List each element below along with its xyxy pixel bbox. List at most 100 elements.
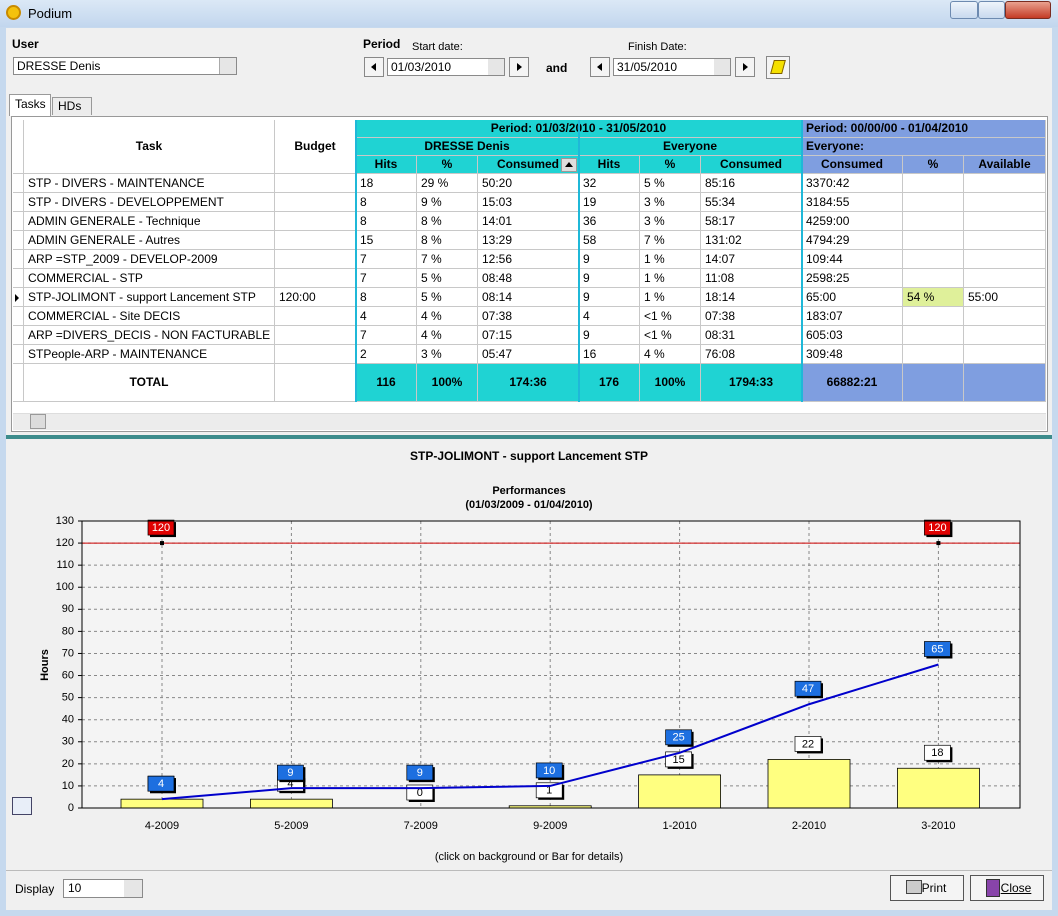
h-scrollbar[interactable] [13,413,1046,430]
tab-selected[interactable]: Tasks [9,94,51,116]
row-header [13,193,24,212]
line-label-text: 9 [417,767,423,779]
table-cell: 15 [356,231,417,250]
header-budget: Budget [275,120,356,174]
y-tick-label: 70 [62,647,74,659]
maximize-button[interactable] [978,1,1005,19]
date-field[interactable]: 31/05/2010 [613,58,731,76]
group-separator [801,120,803,402]
table-cell: <1 % [640,326,701,345]
table-cell: 7 [356,250,417,269]
dropdown-arrow[interactable] [124,880,142,897]
chart-options-icon[interactable] [12,797,32,815]
line [161,663,939,801]
table-cell [964,307,1046,326]
line-label-box [794,680,822,697]
table-cell: 183:07 [802,307,903,326]
table-cell: ADMIN GENERALE - Technique [24,212,275,231]
y-tick-label: 90 [62,603,74,615]
header-group: Everyone: [802,138,1046,156]
table-cell: 4 [356,307,417,326]
line-label: 9 [406,764,435,783]
close-button[interactable]: Close [970,875,1044,901]
table-cell: 76:08 [701,345,802,364]
column-header: % [640,156,701,174]
bar-label: 18 [924,744,953,763]
table-cell: 8 % [417,231,478,250]
table-cell [903,193,964,212]
table-cell [903,250,964,269]
line-label-box [535,762,563,779]
tab[interactable]: HDs [52,97,92,115]
table-cell [903,231,964,250]
table-cell: STP - DIVERS - DEVELOPPEMENT [24,193,275,212]
user-select[interactable]: DRESSE Denis [13,57,237,75]
line-label: 47 [794,680,823,699]
reference-label-box [147,519,175,536]
table-cell [903,212,964,231]
line-label-text: 9 [287,767,293,779]
bar [638,774,721,809]
table-cell [903,174,964,193]
reference-label-text: 120 [928,522,946,534]
display-select[interactable]: 10 [63,879,143,898]
table-cell: 7 [356,269,417,288]
close-window-button[interactable] [1005,1,1051,19]
y-tick-label: 10 [62,780,74,792]
table-cell: 4 % [640,345,701,364]
dropdown-arrow[interactable] [488,59,504,75]
table-cell: ARP =STP_2009 - DEVELOP-2009 [24,250,275,269]
table-cell: 11:08 [701,269,802,288]
table-cell: 36 [579,212,640,231]
bar [767,759,851,809]
table-cell: 14:01 [478,212,579,231]
reference-label: 120 [924,519,953,538]
line-label-box [277,764,304,781]
and-label: and [546,61,568,75]
line-label-box [924,641,951,657]
header-task: Task [24,120,275,174]
table-cell [964,250,1046,269]
table-cell: 29 % [417,174,478,193]
total-cell [275,364,356,402]
splitter [6,435,1052,439]
table-cell: 12:56 [478,250,579,269]
table-cell: 15:03 [478,193,579,212]
dropdown-arrow[interactable] [219,58,236,74]
bar [249,798,333,809]
close-icon [986,879,1000,897]
table-cell: 65:00 [802,288,903,307]
dropdown-arrow[interactable] [714,59,730,75]
x-tick-label: 7-2009 [404,820,438,832]
sort-arrow [565,162,573,167]
x-tick-label: 9-2009 [533,820,567,832]
table-cell: 1 % [640,288,701,307]
footer-separator [6,870,1052,871]
row-header [13,364,24,402]
row-header [13,307,24,326]
reference-label-text: 120 [152,522,170,534]
line-label: 25 [665,729,694,747]
print-button[interactable]: Print [890,875,964,901]
table-cell: ARP =DIVERS_DECIS - NON FACTURABLE [24,326,275,345]
table-cell [964,231,1046,250]
table-cell: 58:17 [701,212,802,231]
bar [120,798,204,809]
row-header [13,231,24,250]
date-field[interactable]: 01/03/2010 [387,58,505,76]
line-label: 65 [924,641,953,659]
table-cell [903,307,964,326]
column-header: Available [964,156,1046,174]
scroll-thumb[interactable] [30,414,46,429]
x-tick-label: 3-2010 [921,820,955,832]
total-cell: 174:36 [478,364,579,402]
column-header: % [417,156,478,174]
row-header [13,288,24,307]
line-label-text: 47 [802,683,814,695]
table-cell: COMMERCIAL - Site DECIS [24,307,275,326]
table-cell: 7 % [640,231,701,250]
table-cell: 9 [579,288,640,307]
y-tick-label: 80 [62,625,74,637]
minimize-button[interactable] [950,1,978,19]
table-cell: 9 [579,326,640,345]
